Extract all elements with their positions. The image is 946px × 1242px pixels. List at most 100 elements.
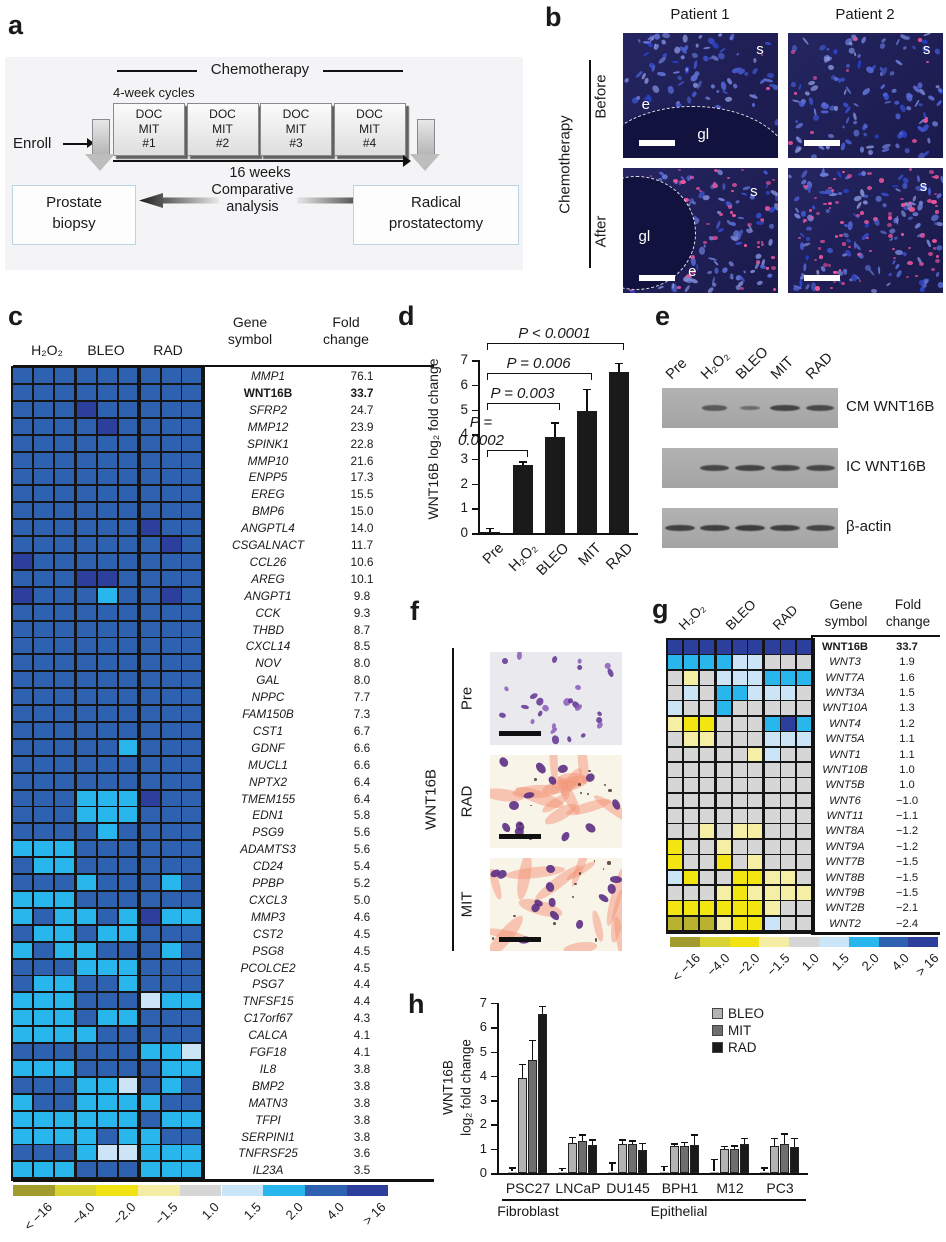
- heatmap-cell: [97, 841, 117, 857]
- h-error-cap: [608, 1162, 616, 1164]
- heatmap-cell: [13, 638, 32, 654]
- nucleus-blob: [727, 259, 735, 268]
- panel-g-label: g: [652, 594, 669, 624]
- heatmap-cell: [97, 587, 117, 603]
- heatmap-cell: [765, 901, 780, 916]
- patient2-title: Patient 2: [835, 6, 895, 23]
- heatmap-cell: [748, 686, 763, 700]
- heatmap-cell: [97, 976, 117, 992]
- heatmap-cell: [716, 762, 731, 777]
- h-error-line: [592, 1140, 594, 1146]
- fold-change-value: 1.0: [899, 763, 915, 776]
- gene-symbol: WNT8A: [825, 825, 865, 838]
- heatmap-cell: [76, 1128, 96, 1144]
- fold-change-value: 10.1: [350, 571, 374, 586]
- nucleus-blob: [883, 92, 890, 100]
- heatmap-cell: [54, 604, 74, 620]
- heatmap-cell: [699, 870, 714, 885]
- pink-signal-dot: [713, 181, 716, 184]
- heatmap-cell: [140, 739, 160, 755]
- gene-symbol: WNT16B: [243, 385, 293, 400]
- nucleus-blob: [904, 147, 911, 155]
- histology-image-rad: [490, 755, 622, 848]
- pink-signal-dot: [900, 233, 905, 237]
- pink-signal-dot: [757, 245, 761, 249]
- fold-change-value: 9.3: [353, 605, 371, 620]
- g-table-top-rule: [811, 634, 940, 638]
- nucleus-blob: [891, 259, 897, 266]
- heatmap-cell: [33, 435, 53, 451]
- gene-symbol: PSG7: [252, 977, 284, 992]
- heatmap-cell: [13, 401, 32, 417]
- nucleus-blob: [852, 120, 858, 126]
- c-scale-swatch: [346, 1185, 389, 1196]
- h-y-tick: [491, 1173, 497, 1175]
- blot-band: [739, 405, 761, 411]
- h-error-cap: [660, 1165, 668, 1168]
- heatmap-cell: [716, 778, 731, 793]
- pink-signal-dot: [690, 175, 694, 179]
- h-error-cap: [741, 1137, 749, 1140]
- h-error-cap: [710, 1158, 718, 1161]
- heatmap-cell: [13, 486, 32, 502]
- cell-nucleus: [575, 919, 585, 931]
- heatmap-cell: [797, 640, 812, 654]
- cell-nucleus: [557, 763, 569, 774]
- tissue-letter-s: s: [756, 40, 764, 58]
- heatmap-cell: [140, 976, 160, 992]
- g-col-header: RAD: [770, 601, 801, 633]
- nucleus-blob: [911, 45, 917, 51]
- heatmap-cell: [140, 841, 160, 857]
- heatmap-cell: [76, 875, 96, 891]
- heatmap-cell: [54, 1027, 74, 1043]
- heatmap-cell: [13, 773, 32, 789]
- heatmap-cell: [54, 486, 74, 502]
- pink-signal-dot: [869, 249, 873, 252]
- heatmap-cell: [161, 807, 181, 823]
- nucleus-blob: [828, 133, 835, 139]
- heatmap-cell: [182, 537, 202, 553]
- heatmap-cell: [683, 793, 698, 808]
- heatmap-cell: [699, 839, 714, 854]
- heatmap-cell: [161, 1162, 181, 1178]
- heatmap-cell: [33, 1027, 53, 1043]
- pink-signal-dot: [834, 235, 839, 239]
- heatmap-cell: [13, 435, 32, 451]
- d-x-tick-label: BLEO: [533, 540, 573, 579]
- heatmap-cell: [118, 1060, 138, 1076]
- nucleus-blob: [709, 83, 716, 90]
- fold-change-value: 3.8: [353, 1129, 371, 1144]
- gene-symbol: WNT5A: [825, 733, 865, 746]
- h-bar: [638, 1149, 648, 1173]
- heatmap-cell: [54, 503, 74, 519]
- d-x-tick-label: Pre: [480, 540, 508, 568]
- heatmap-cell: [732, 916, 747, 931]
- cell-nucleus: [501, 658, 509, 665]
- heatmap-cell: [118, 1044, 138, 1060]
- pink-signal-dot: [703, 241, 707, 245]
- heatmap-cell: [13, 841, 32, 857]
- heatmap-cell: [33, 1044, 53, 1060]
- heatmap-cell: [76, 452, 96, 468]
- heatmap-cell: [54, 824, 74, 840]
- cell-nucleus: [574, 684, 583, 692]
- h-error-cap: [518, 1063, 526, 1066]
- pink-signal-dot: [765, 86, 771, 91]
- heatmap-cell: [54, 1162, 74, 1178]
- heatmap-cell: [716, 640, 731, 654]
- fluorescence-image-p1_before: s e gl: [623, 33, 778, 158]
- nucleus-blob: [804, 90, 811, 97]
- heatmap-cell: [182, 570, 202, 586]
- heatmap-cell: [76, 722, 96, 738]
- cell-nucleus: [604, 662, 611, 670]
- nucleus-blob: [721, 266, 729, 274]
- heatmap-cell: [182, 655, 202, 671]
- scale-bar: [638, 139, 675, 146]
- heatmap-cell: [54, 638, 74, 654]
- fold-change-value: −1.5: [895, 871, 919, 884]
- heatmap-cell: [118, 1111, 138, 1127]
- pink-signal-dot: [931, 239, 937, 244]
- fold-change-value: 8.0: [353, 656, 371, 671]
- pink-signal-dot: [847, 174, 852, 178]
- heatmap-cell: [161, 486, 181, 502]
